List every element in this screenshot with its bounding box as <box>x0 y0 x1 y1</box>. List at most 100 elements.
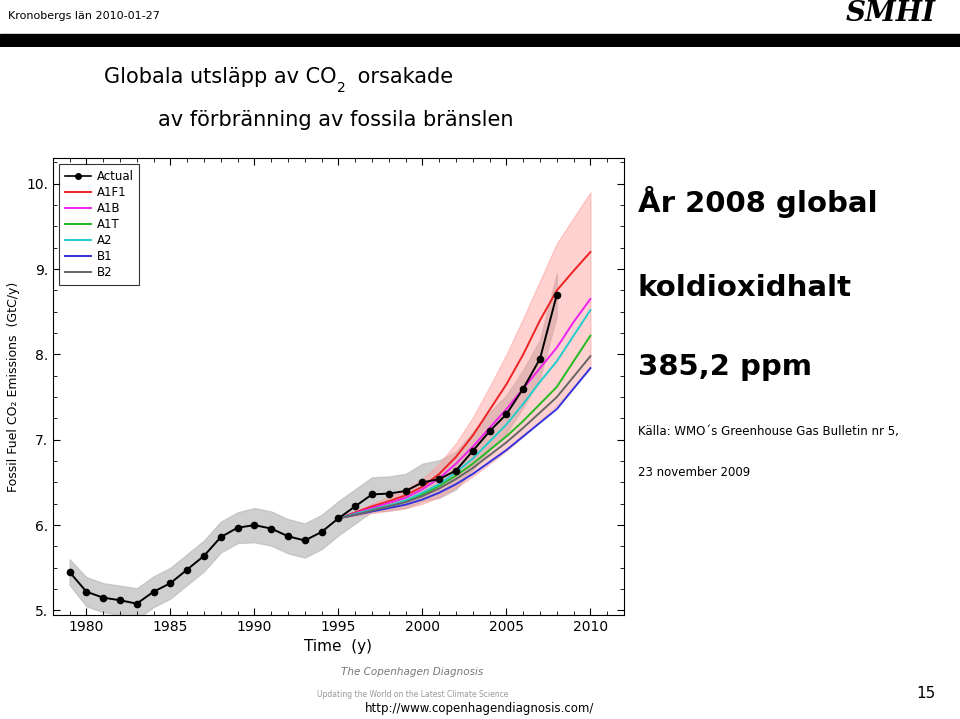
A2 <box>468 454 479 463</box>
A1T <box>468 459 479 468</box>
A1T <box>534 400 545 408</box>
Bar <box>0 34 960 47</box>
Actual <box>367 490 378 499</box>
A1B <box>383 499 395 508</box>
Actual <box>64 568 76 577</box>
B1 <box>383 504 395 513</box>
B2 <box>333 514 345 523</box>
A1T <box>501 432 513 441</box>
B2 <box>434 484 445 493</box>
B1 <box>367 507 378 516</box>
B1 <box>333 514 345 523</box>
Text: Kronobergs län 2010-01-27: Kronobergs län 2010-01-27 <box>8 12 159 22</box>
B1 <box>501 446 513 454</box>
A1F1 <box>367 502 378 510</box>
B1 <box>417 495 428 504</box>
A1B <box>333 514 345 523</box>
A1T <box>434 482 445 490</box>
A2 <box>450 468 462 477</box>
A1F1 <box>484 406 495 414</box>
A1F1 <box>450 452 462 461</box>
A1B <box>349 509 361 518</box>
Actual <box>198 551 209 560</box>
A1F1 <box>349 508 361 517</box>
Legend: Actual, A1F1, A1B, A1T, A2, B1, B2: Actual, A1F1, A1B, A1T, A2, B1, B2 <box>59 164 139 285</box>
X-axis label: Time  (y): Time (y) <box>304 639 372 654</box>
B2 <box>417 492 428 500</box>
Text: Updating the World on the Latest Climate Science: Updating the World on the Latest Climate… <box>317 690 508 699</box>
A1B <box>551 343 563 352</box>
B2 <box>400 498 412 506</box>
A1F1 <box>333 514 345 523</box>
Line: A1B: A1B <box>339 299 590 518</box>
A1F1 <box>568 267 580 275</box>
B1 <box>349 510 361 519</box>
B1 <box>568 384 580 393</box>
B2 <box>501 438 513 446</box>
Actual <box>300 536 311 545</box>
B2 <box>349 510 361 519</box>
Actual <box>400 487 412 495</box>
A2 <box>417 488 428 497</box>
A1T <box>383 501 395 510</box>
B2 <box>517 423 529 432</box>
B2 <box>568 372 580 381</box>
Actual <box>148 587 159 596</box>
B1 <box>517 432 529 441</box>
A1B <box>400 493 412 502</box>
Text: Globala utsläpp av CO: Globala utsläpp av CO <box>104 66 336 86</box>
A2 <box>484 437 495 446</box>
B1 <box>450 480 462 488</box>
A1B <box>501 405 513 413</box>
A1T <box>450 472 462 480</box>
Actual <box>534 354 545 363</box>
A2 <box>400 496 412 505</box>
A1B <box>468 442 479 451</box>
Line: B1: B1 <box>339 368 590 518</box>
Actual <box>551 290 563 299</box>
B2 <box>367 506 378 515</box>
Line: A1F1: A1F1 <box>339 252 590 518</box>
A1F1 <box>400 491 412 500</box>
A1B <box>484 423 495 432</box>
B2 <box>468 464 479 472</box>
A1B <box>450 459 462 468</box>
Actual <box>114 596 126 605</box>
Actual <box>165 579 177 587</box>
A2 <box>434 480 445 488</box>
Text: av förbränning av fossila bränslen: av förbränning av fossila bränslen <box>158 111 514 130</box>
Text: orsakade: orsakade <box>351 66 453 86</box>
B2 <box>585 352 596 360</box>
Actual <box>383 489 395 498</box>
Actual <box>468 446 479 455</box>
A1T <box>484 446 495 454</box>
A2 <box>551 357 563 365</box>
Text: 2: 2 <box>337 81 346 95</box>
B2 <box>534 408 545 417</box>
Actual <box>434 475 445 483</box>
Actual <box>316 528 327 536</box>
Text: The Copenhagen Diagnosis: The Copenhagen Diagnosis <box>342 667 484 677</box>
A1F1 <box>383 497 395 505</box>
A1B <box>568 318 580 326</box>
A2 <box>534 377 545 386</box>
Text: 15: 15 <box>917 687 936 701</box>
B1 <box>585 364 596 372</box>
Actual <box>349 502 361 510</box>
Text: 385,2 ppm: 385,2 ppm <box>637 353 811 381</box>
A1T <box>585 331 596 340</box>
A1T <box>417 490 428 499</box>
A1B <box>417 485 428 494</box>
A1B <box>534 364 545 372</box>
A2 <box>333 514 345 523</box>
A1F1 <box>534 316 545 325</box>
A1T <box>551 383 563 391</box>
A1T <box>367 505 378 514</box>
A1T <box>517 417 529 426</box>
B1 <box>534 418 545 427</box>
A2 <box>568 331 580 340</box>
Y-axis label: Fossil Fuel CO₂ Emissions  (GtC/y): Fossil Fuel CO₂ Emissions (GtC/y) <box>8 281 20 492</box>
Actual <box>417 478 428 487</box>
Text: Källa: WMO´s Greenhouse Gas Bulletin nr 5,: Källa: WMO´s Greenhouse Gas Bulletin nr … <box>637 425 899 438</box>
A1B <box>517 384 529 393</box>
